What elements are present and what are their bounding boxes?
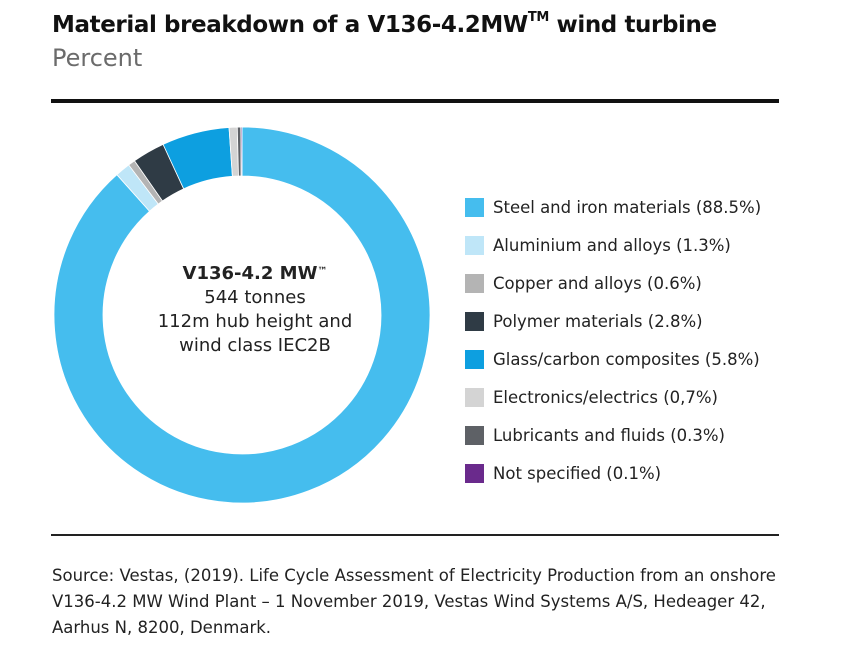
chart-subtitle: Percent xyxy=(52,44,143,72)
legend-item-polymer: Polymer materials (2.8%) xyxy=(465,302,779,340)
legend-swatch xyxy=(465,349,484,369)
legend-swatch xyxy=(465,273,484,293)
chart-title: Material breakdown of a V136-4.2MWTM win… xyxy=(52,10,717,38)
legend-swatch xyxy=(465,197,484,217)
legend-item-composites: Glass/carbon composites (5.8%) xyxy=(465,340,779,378)
legend-item-copper: Copper and alloys (0.6%) xyxy=(465,264,779,302)
legend-item-not-specified: Not specified (0.1%) xyxy=(465,454,779,492)
legend-label: Polymer materials (2.8%) xyxy=(493,311,703,331)
legend-item-steel: Steel and iron materials (88.5%) xyxy=(465,188,779,226)
legend-item-lubricants: Lubricants and fluids (0.3%) xyxy=(465,416,779,454)
turbine-weight: 544 tonnes xyxy=(204,287,306,308)
donut-center-label: V136-4.2 MW™ 544 tonnes 112m hub height … xyxy=(100,262,410,358)
legend-label: Not specified (0.1%) xyxy=(493,463,662,483)
legend-swatch xyxy=(465,387,484,407)
legend-label: Aluminium and alloys (1.3%) xyxy=(493,235,731,255)
legend-swatch xyxy=(465,425,484,445)
bottom-divider xyxy=(51,534,779,536)
turbine-wind-class: wind class IEC2B xyxy=(179,335,331,356)
source-note: Source: Vestas, (2019). Life Cycle Asses… xyxy=(52,566,776,637)
donut-slice-not-specified xyxy=(240,126,243,177)
legend-label: Copper and alloys (0.6%) xyxy=(493,273,702,293)
legend-label: Steel and iron materials (88.5%) xyxy=(493,197,762,217)
top-divider xyxy=(51,99,779,103)
legend-item-electronics: Electronics/electrics (0,7%) xyxy=(465,378,779,416)
turbine-hub-height: 112m hub height and xyxy=(157,311,353,332)
legend-label: Electronics/electrics (0,7%) xyxy=(493,387,718,407)
legend-item-aluminium: Aluminium and alloys (1.3%) xyxy=(465,226,779,264)
legend-swatch xyxy=(465,235,484,255)
legend-label: Lubricants and fluids (0.3%) xyxy=(493,425,725,445)
turbine-model: V136-4.2 MW™ xyxy=(182,263,328,284)
chart-legend: Steel and iron materials (88.5%) Alumini… xyxy=(465,188,779,492)
legend-label: Glass/carbon composites (5.8%) xyxy=(493,349,760,369)
legend-swatch xyxy=(465,463,484,483)
donut-slice-steel xyxy=(53,126,431,504)
legend-swatch xyxy=(465,311,484,331)
